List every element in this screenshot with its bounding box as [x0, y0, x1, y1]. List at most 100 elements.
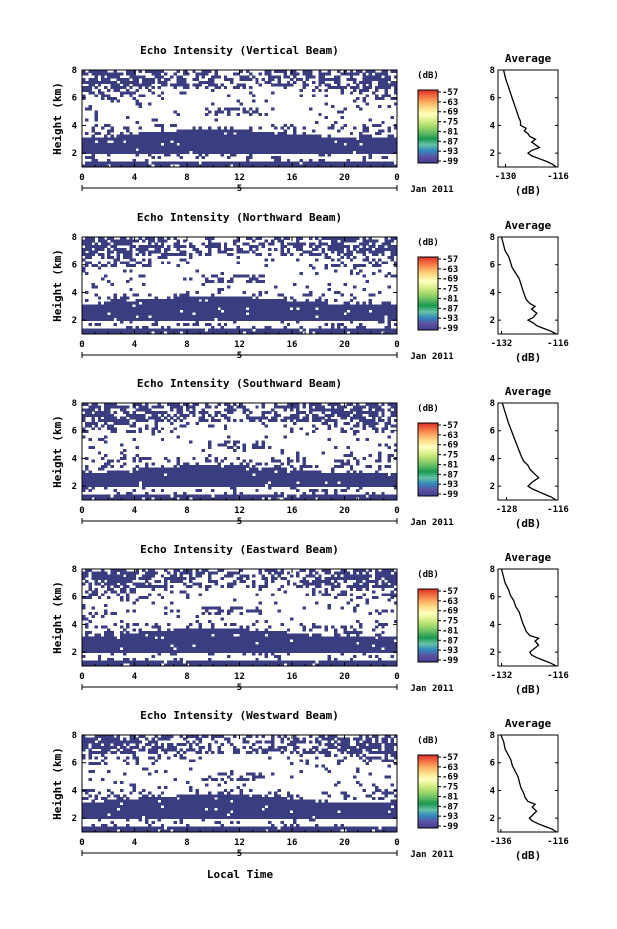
panel-1: Echo Intensity (Vertical Beam) 0 4 8 12 16 20 0… — [51, 44, 569, 197]
avg-y-tick-label: 2 — [490, 316, 495, 326]
x-tick-label: 16 — [287, 838, 298, 848]
colorbar-tick-label: -93 — [442, 314, 458, 324]
average-profile-line — [500, 568, 557, 667]
colorbar-unit: (dB) — [417, 238, 439, 248]
colorbar-tick-label: -63 — [442, 597, 458, 607]
colorbar-tick-label: -93 — [442, 812, 458, 822]
colorbar-tick-label: -75 — [442, 118, 458, 128]
date-label: Jan 2011 — [410, 684, 453, 694]
y-axis-label: Height (km) — [51, 415, 64, 488]
colorbar-tick-label: -69 — [442, 275, 458, 285]
average-frame — [497, 69, 559, 168]
x-tick-label: 8 — [184, 838, 189, 848]
y-axis-label: Height (km) — [51, 82, 64, 155]
y-tick-label: 2 — [72, 149, 77, 159]
date-label: Jan 2011 — [410, 850, 453, 860]
avg-y-tick-label: 4 — [490, 454, 496, 464]
y-tick-label: 4 — [72, 121, 78, 131]
colorbar-tick-label: -99 — [442, 324, 458, 334]
colorbar-tick-label: -63 — [442, 763, 458, 773]
average-title: Average — [505, 52, 552, 65]
x-tick-label: 0 — [79, 340, 84, 350]
colorbar-tick-label: -81 — [442, 460, 458, 470]
colorbar — [417, 422, 439, 497]
y-tick-label: 6 — [72, 593, 77, 603]
y-axis-label: Height (km) — [51, 747, 64, 820]
echo-heatmap — [82, 70, 398, 168]
colorbar-tick-label: -57 — [442, 753, 458, 763]
average-title: Average — [505, 717, 552, 730]
panel-2: Echo Intensity (Northward Beam)0 4 8 12 16 20… — [51, 211, 569, 364]
panel-title: Echo Intensity (Vertical Beam) — [140, 44, 339, 57]
date-label: Jan 2011 — [410, 352, 453, 362]
x-tick-label: 20 — [339, 838, 350, 848]
colorbar-tick-label: -93 — [442, 480, 458, 490]
average-frame — [497, 568, 559, 667]
y-tick-label: 4 — [72, 288, 78, 298]
colorbar-tick-label: -63 — [442, 431, 458, 441]
avg-y-tick-label: 4 — [490, 620, 496, 630]
colorbar-tick-label: -57 — [442, 255, 458, 265]
average-profile-line — [500, 734, 557, 833]
day-label: 5 — [237, 517, 242, 527]
colorbar — [417, 256, 439, 331]
y-tick-label: 4 — [72, 620, 78, 630]
y-axis-label: Height (km) — [51, 249, 64, 322]
y-tick-label: 2 — [72, 648, 77, 658]
echo-heatmap — [82, 735, 398, 833]
date-label: Jan 2011 — [410, 518, 453, 528]
x-tick-label: 0 — [79, 838, 84, 848]
x-tick-label: 0 — [394, 838, 399, 848]
avg-y-tick-label: 8 — [490, 66, 495, 76]
x-tick-label: 8 — [184, 173, 189, 183]
average-title: Average — [505, 551, 552, 564]
avg-x-tick-label: -128 — [496, 505, 518, 515]
colorbar-tick-label: -69 — [442, 607, 458, 617]
x-tick-label: 0 — [79, 506, 84, 516]
average-frame — [497, 236, 559, 335]
avg-x-tick-label: -132 — [491, 671, 513, 681]
colorbar-tick-label: -93 — [442, 147, 458, 157]
colorbar-tick-label: -87 — [442, 636, 458, 646]
avg-y-tick-label: 2 — [490, 149, 495, 159]
colorbar-tick-label: -87 — [442, 304, 458, 314]
avg-x-tick-label: -116 — [547, 339, 569, 349]
colorbar-tick-label: -57 — [442, 421, 458, 431]
avg-y-tick-label: 4 — [490, 121, 496, 131]
colorbar-tick-label: -69 — [442, 773, 458, 783]
colorbar-tick-label: -99 — [442, 822, 458, 832]
colorbar-tick-label: -75 — [442, 285, 458, 295]
colorbar-tick-label: -81 — [442, 626, 458, 636]
colorbar — [417, 754, 439, 829]
y-tick-label: 8 — [72, 233, 77, 243]
average-profile-line — [500, 236, 557, 335]
panel-5: Echo Intensity (Westward Beam) 0 4 8 12 16 20 0… — [51, 709, 569, 862]
avg-y-tick-label: 6 — [490, 593, 495, 603]
y-tick-label: 8 — [72, 399, 77, 409]
x-tick-label: 12 — [234, 838, 245, 848]
avg-y-tick-label: 2 — [490, 648, 495, 658]
panel-title: Echo Intensity (Westward Beam) — [140, 709, 339, 722]
colorbar-tick-label: -99 — [442, 490, 458, 500]
average-xlabel: (dB) — [515, 683, 542, 696]
avg-y-tick-label: 2 — [490, 814, 495, 824]
colorbar — [417, 588, 439, 663]
x-tick-label: 4 — [132, 340, 138, 350]
panel-title: Echo Intensity (Southward Beam) — [137, 377, 342, 390]
y-tick-label: 8 — [72, 565, 77, 575]
x-tick-label: 0 — [394, 506, 399, 516]
y-tick-label: 4 — [72, 454, 78, 464]
x-tick-label: 20 — [339, 173, 350, 183]
colorbar-unit: (dB) — [417, 736, 439, 746]
x-tick-label: 4 — [132, 173, 138, 183]
colorbar-unit: (dB) — [417, 71, 439, 81]
y-axis-label: Height (km) — [51, 581, 64, 654]
y-tick-label: 6 — [72, 427, 77, 437]
panel-3: Echo Intensity (Southward Beam)0 4 8 12 16 20… — [51, 377, 569, 530]
average-profile-line — [501, 402, 557, 501]
x-tick-label: 8 — [184, 340, 189, 350]
colorbar-tick-label: -87 — [442, 470, 458, 480]
avg-x-tick-label: -116 — [547, 505, 569, 515]
avg-x-tick-label: -116 — [547, 837, 569, 847]
avg-y-tick-label: 8 — [490, 399, 495, 409]
